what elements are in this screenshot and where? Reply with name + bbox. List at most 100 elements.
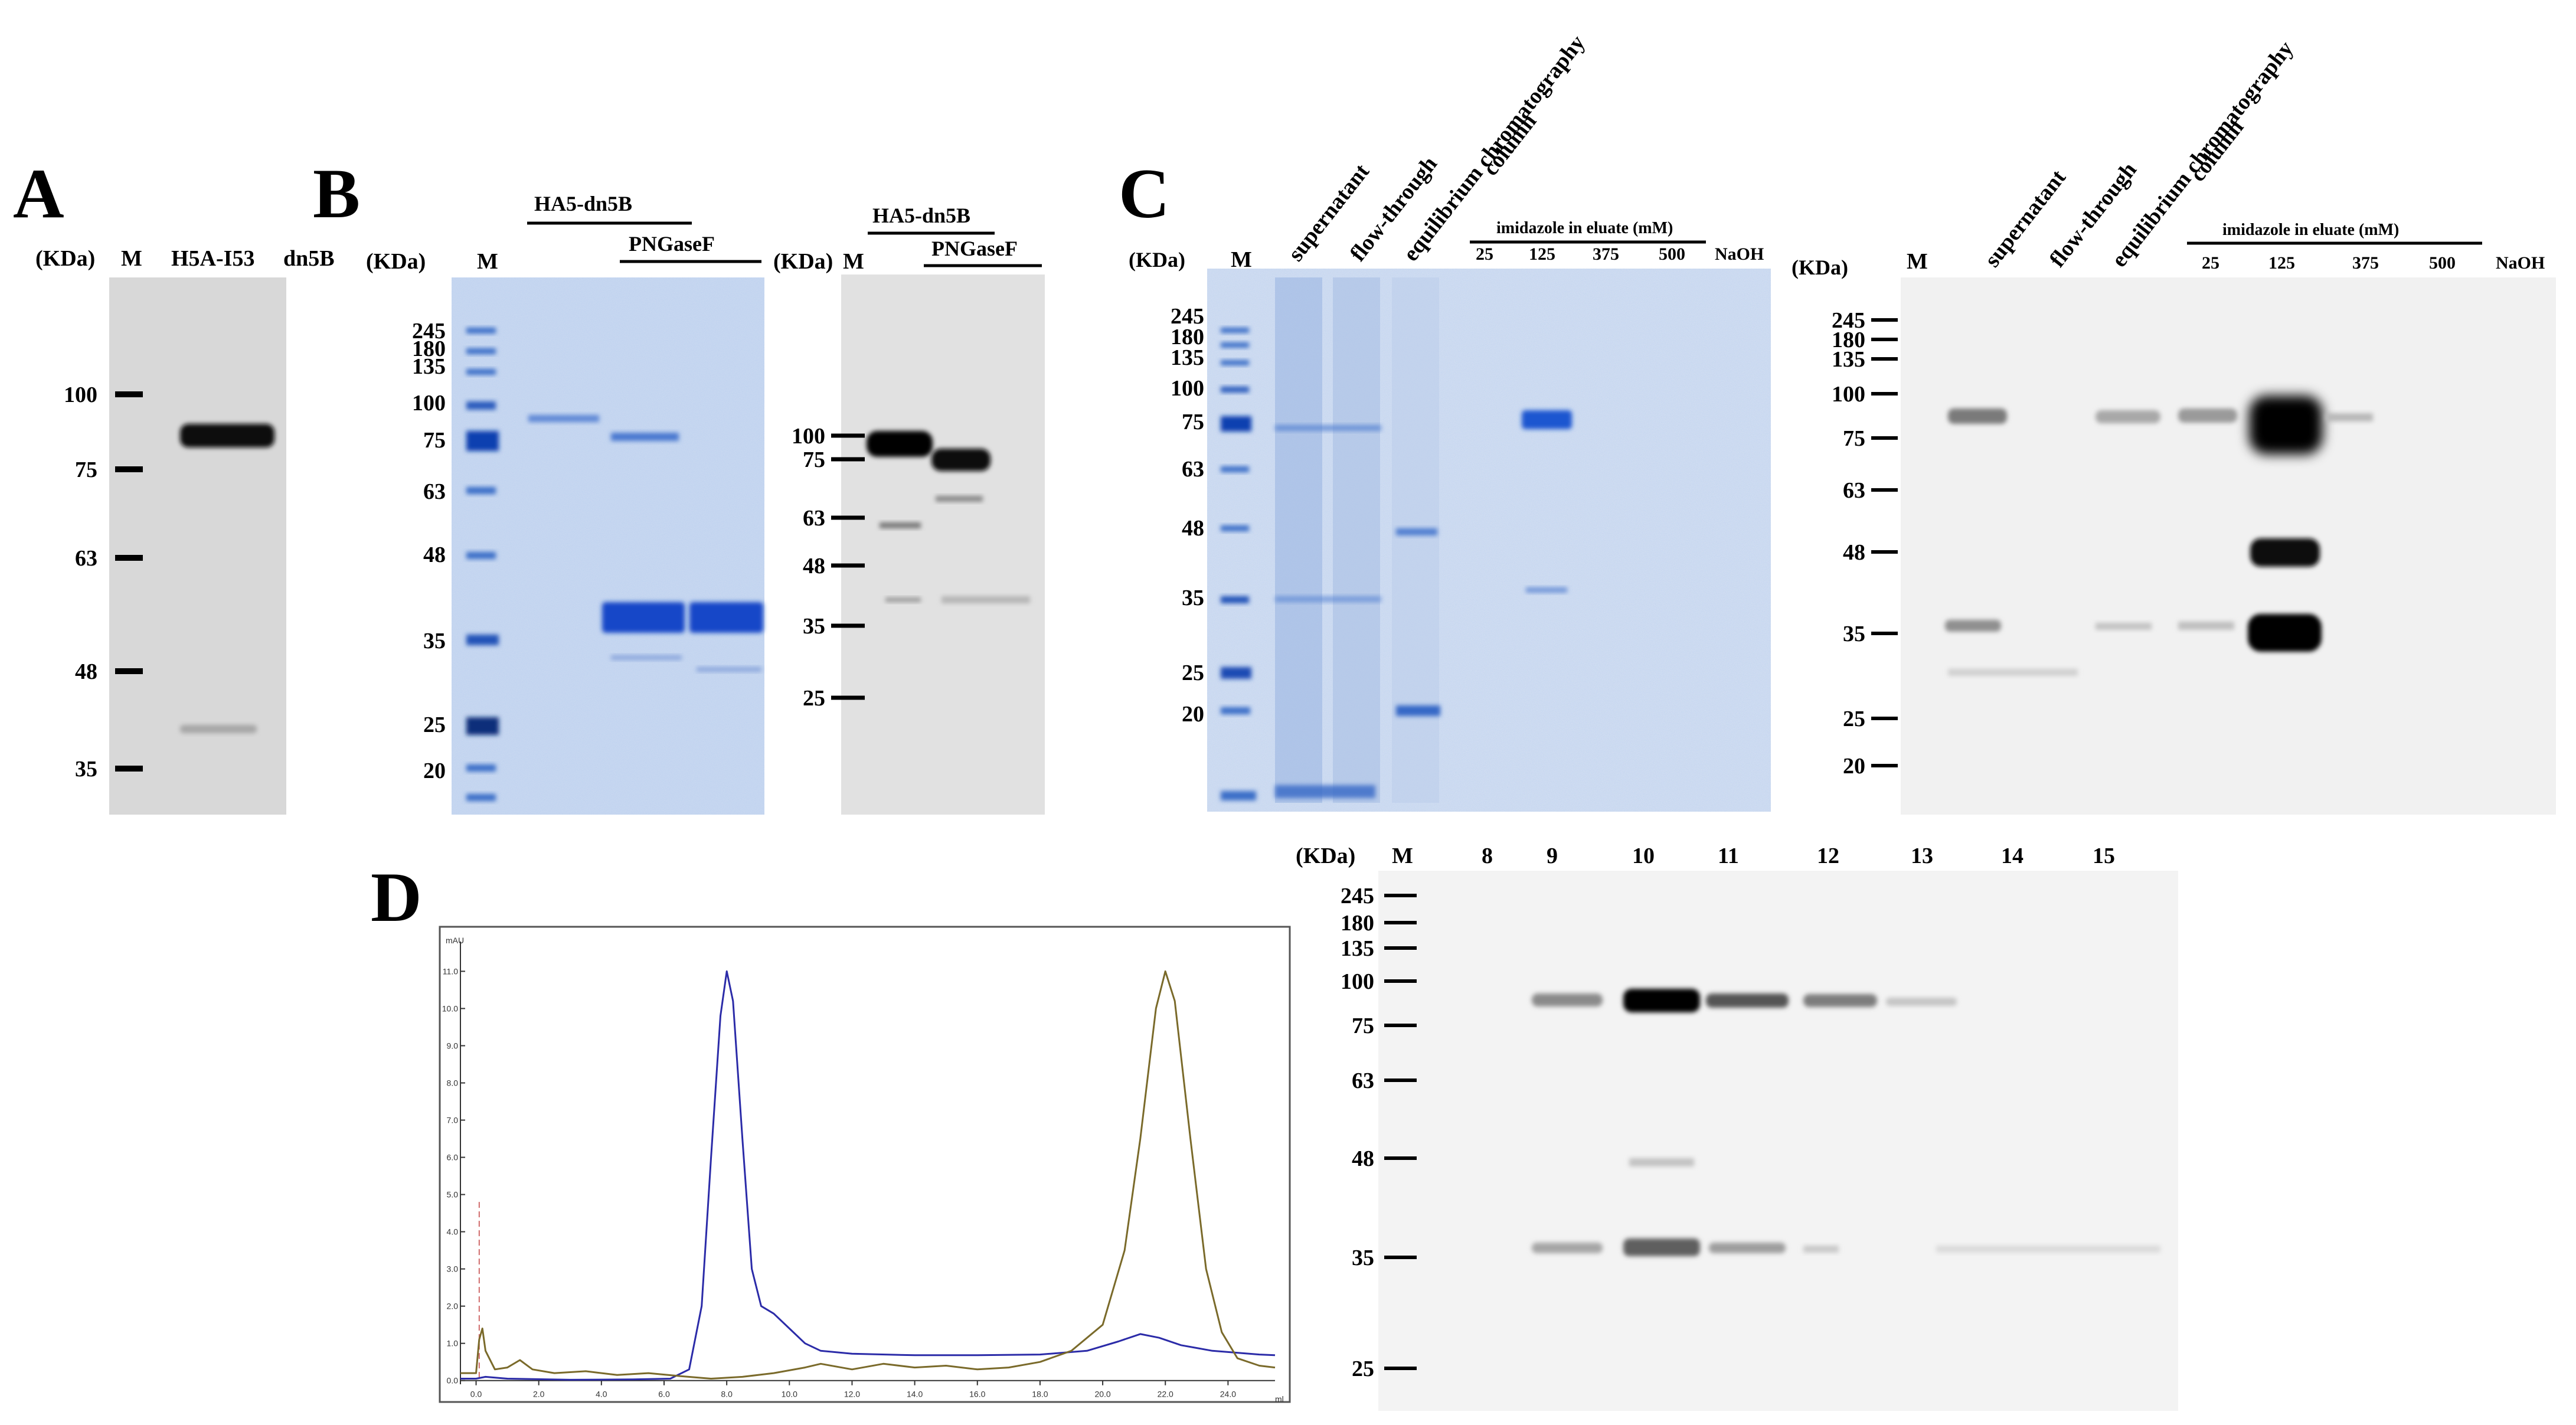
kda-label-a: (KDa) <box>35 246 95 271</box>
y-tick-label: 6.0 <box>447 1153 459 1162</box>
lane-m-c-gel: M <box>1231 247 1252 272</box>
gel-b-texture <box>452 277 764 815</box>
marker-label: 245 <box>1171 304 1204 329</box>
marker-label: 75 <box>803 447 825 472</box>
gel-band <box>1275 596 1381 602</box>
conc-label: NaOH <box>1715 244 1764 264</box>
marker-label: 48 <box>1182 516 1204 541</box>
marker-label: 180 <box>1341 911 1374 936</box>
blot-a-band-faint <box>180 725 257 733</box>
y-tick-label: 7.0 <box>447 1116 459 1125</box>
blot-c-band <box>1948 408 2007 424</box>
marker-label: 245 <box>1341 884 1374 908</box>
lane-label: M <box>1392 844 1413 868</box>
marker-label: 75 <box>75 457 97 482</box>
blot-d-band-faint <box>1936 1246 2160 1253</box>
kda-label-b-blot: (KDa) <box>773 249 833 274</box>
marker-label: 35 <box>423 629 446 653</box>
y-tick-label: 0.0 <box>447 1376 459 1385</box>
x-tick-label: 20.0 <box>1094 1390 1110 1399</box>
blot-a-membrane <box>109 277 286 815</box>
marker-label: 100 <box>64 383 97 407</box>
lane-m-b-blot: M <box>843 249 864 274</box>
marker-label: 35 <box>75 757 97 782</box>
blot-c-band <box>2178 408 2237 423</box>
markers-c-gel: 245 180 135 100 75 63 48 35 25 20 <box>1171 304 1204 727</box>
gel-band <box>466 717 499 735</box>
marker-label: 100 <box>1832 382 1865 407</box>
conc-label: 125 <box>2268 253 2295 273</box>
blot-c-membrane <box>1901 277 2556 815</box>
x-tick-label: 24.0 <box>1220 1390 1236 1399</box>
panel-b-blot: (KDa) M HA5-dn5B PNGaseF 100 75 63 48 35… <box>773 204 1045 815</box>
blot-d-band <box>1623 1238 1700 1256</box>
blot-d-band <box>1886 998 1957 1006</box>
markers-b-blot: 100 75 63 48 35 25 <box>792 424 865 711</box>
gel-band <box>466 431 499 451</box>
gel-band <box>1221 525 1249 531</box>
gel-band <box>466 764 496 772</box>
marker-label: 48 <box>1843 540 1865 565</box>
gel-b-band-strong-2 <box>689 602 763 633</box>
marker-label: 25 <box>423 712 446 737</box>
blot-d-band <box>1532 993 1603 1006</box>
gel-c-band-125mm-faint <box>1526 587 1567 593</box>
blot-b-band-faint <box>880 522 921 528</box>
blot-d-band <box>1706 993 1789 1008</box>
gel-band <box>466 635 499 645</box>
marker-label: 135 <box>412 354 446 379</box>
panel-c-gel: C (KDa) M supernatant flow-through equil… <box>1119 31 1771 812</box>
marker-label: 245 <box>1832 308 1865 333</box>
chromatogram-x-axis: 0.0 2.0 4.0 6.0 8.0 10.0 12.0 14.0 16.0 18.0 20.0 2… <box>460 1380 1275 1399</box>
kda-label-c-gel: (KDa) <box>1129 248 1185 272</box>
gel-band <box>1396 705 1440 716</box>
lane-m-a: M <box>121 246 142 271</box>
blot-c-band <box>2096 410 2160 423</box>
gel-lane-equilibrium <box>1392 277 1439 803</box>
gel-b-band-faint <box>611 655 682 660</box>
x-tick-label: 4.0 <box>596 1390 607 1399</box>
imidazole-label-c-blot: imidazole in eluate (mM) <box>2222 221 2399 239</box>
conc-label: 500 <box>1659 244 1685 264</box>
marker-label: 20 <box>1182 702 1204 727</box>
imidazole-label-c-gel: imidazole in eluate (mM) <box>1496 219 1673 237</box>
marker-label: 75 <box>423 428 446 453</box>
marker-label: 180 <box>1171 325 1204 349</box>
gel-lane-flow-through <box>1333 277 1380 803</box>
marker-label: 63 <box>803 506 825 531</box>
gel-band <box>466 401 496 410</box>
lane-m-c-blot: M <box>1907 249 1928 274</box>
blot-b-band-faint <box>942 596 1030 603</box>
blot-d-band-peak <box>1623 989 1700 1012</box>
marker-label: 100 <box>792 424 825 449</box>
gel-band <box>1221 667 1251 679</box>
series-line-1 <box>460 970 1276 1381</box>
gel-b-band-strong-1 <box>602 602 685 633</box>
marker-label: 180 <box>1832 328 1865 352</box>
lane-label: 15 <box>2093 844 2115 868</box>
gel-band <box>1221 387 1249 393</box>
gel-lane-supernatant <box>1275 277 1322 803</box>
group-pngasef-gel: PNGaseF <box>629 232 715 256</box>
gel-band <box>1396 528 1437 535</box>
gel-c-band-125mm <box>1522 410 1572 429</box>
marker-label: 63 <box>1182 457 1204 482</box>
gel-band <box>1275 425 1381 431</box>
marker-label: 25 <box>803 686 825 711</box>
gel-band <box>1221 360 1249 365</box>
y-tick-label: 10.0 <box>442 1004 458 1013</box>
x-tick-label: 0.0 <box>470 1390 482 1399</box>
marker-label: 63 <box>1843 478 1865 503</box>
marker-label: 25 <box>1182 661 1204 685</box>
marker-label: 75 <box>1843 426 1865 451</box>
y-tick-label: 9.0 <box>447 1041 459 1050</box>
gel-b-band-ha5-pngase <box>611 433 679 441</box>
marker-label: 75 <box>1352 1014 1374 1038</box>
marker-label: 100 <box>412 391 446 416</box>
blot-d-membrane <box>1378 871 2178 1411</box>
panel-b-gel: B (KDa) M HA5-dn5B PNGaseF 245 <box>313 154 764 815</box>
panel-d-chromatogram: D mAU ml 0.0 1.0 2.0 3.0 4.0 5.0 6.0 7.0 8.0 9.0 1… <box>371 858 1291 1404</box>
markers-d-blot: 245 180 135 100 75 63 48 35 25 <box>1341 884 1417 1381</box>
y-tick-label: 4.0 <box>447 1227 459 1237</box>
